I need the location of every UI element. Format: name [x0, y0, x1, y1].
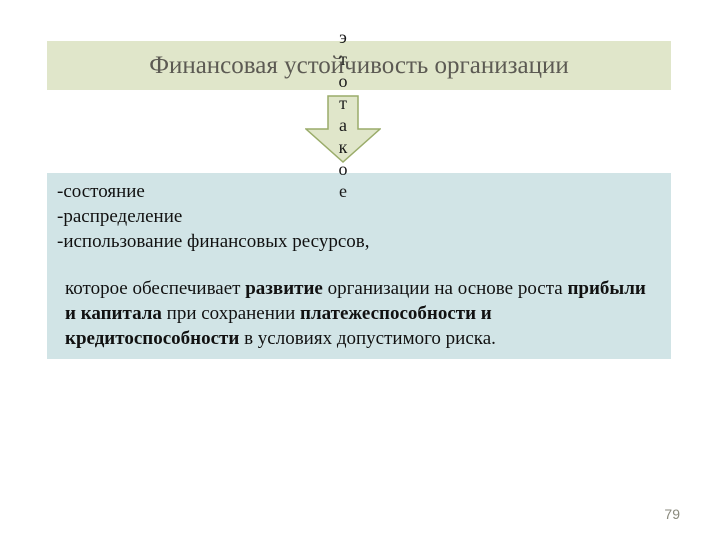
list-item: -состояние	[57, 179, 653, 204]
text-run: в условиях допустимого риска.	[239, 328, 496, 349]
definition-box: -состояние -распределение -использование…	[47, 173, 671, 359]
list-item: -распределение	[57, 204, 653, 229]
page-title: Финансовая устойчивость организации	[149, 52, 569, 80]
list-item: -использование финансовых ресурсов,	[57, 229, 653, 254]
text-run: организации на основе роста	[323, 278, 568, 299]
bold-term: развитие	[245, 278, 323, 299]
title-bar: Финансовая устойчивость организации	[47, 41, 671, 90]
vertical-connector-label: э т о т а к о е	[334, 26, 352, 202]
page-number: 79	[664, 506, 680, 522]
bullet-list: -состояние -распределение -использование…	[57, 179, 653, 254]
spacer	[57, 254, 653, 276]
text-run: при сохранении	[162, 303, 300, 324]
definition-paragraph: которое обеспечивает развитие организаци…	[57, 276, 653, 351]
text-run: которое обеспечивает	[65, 278, 245, 299]
